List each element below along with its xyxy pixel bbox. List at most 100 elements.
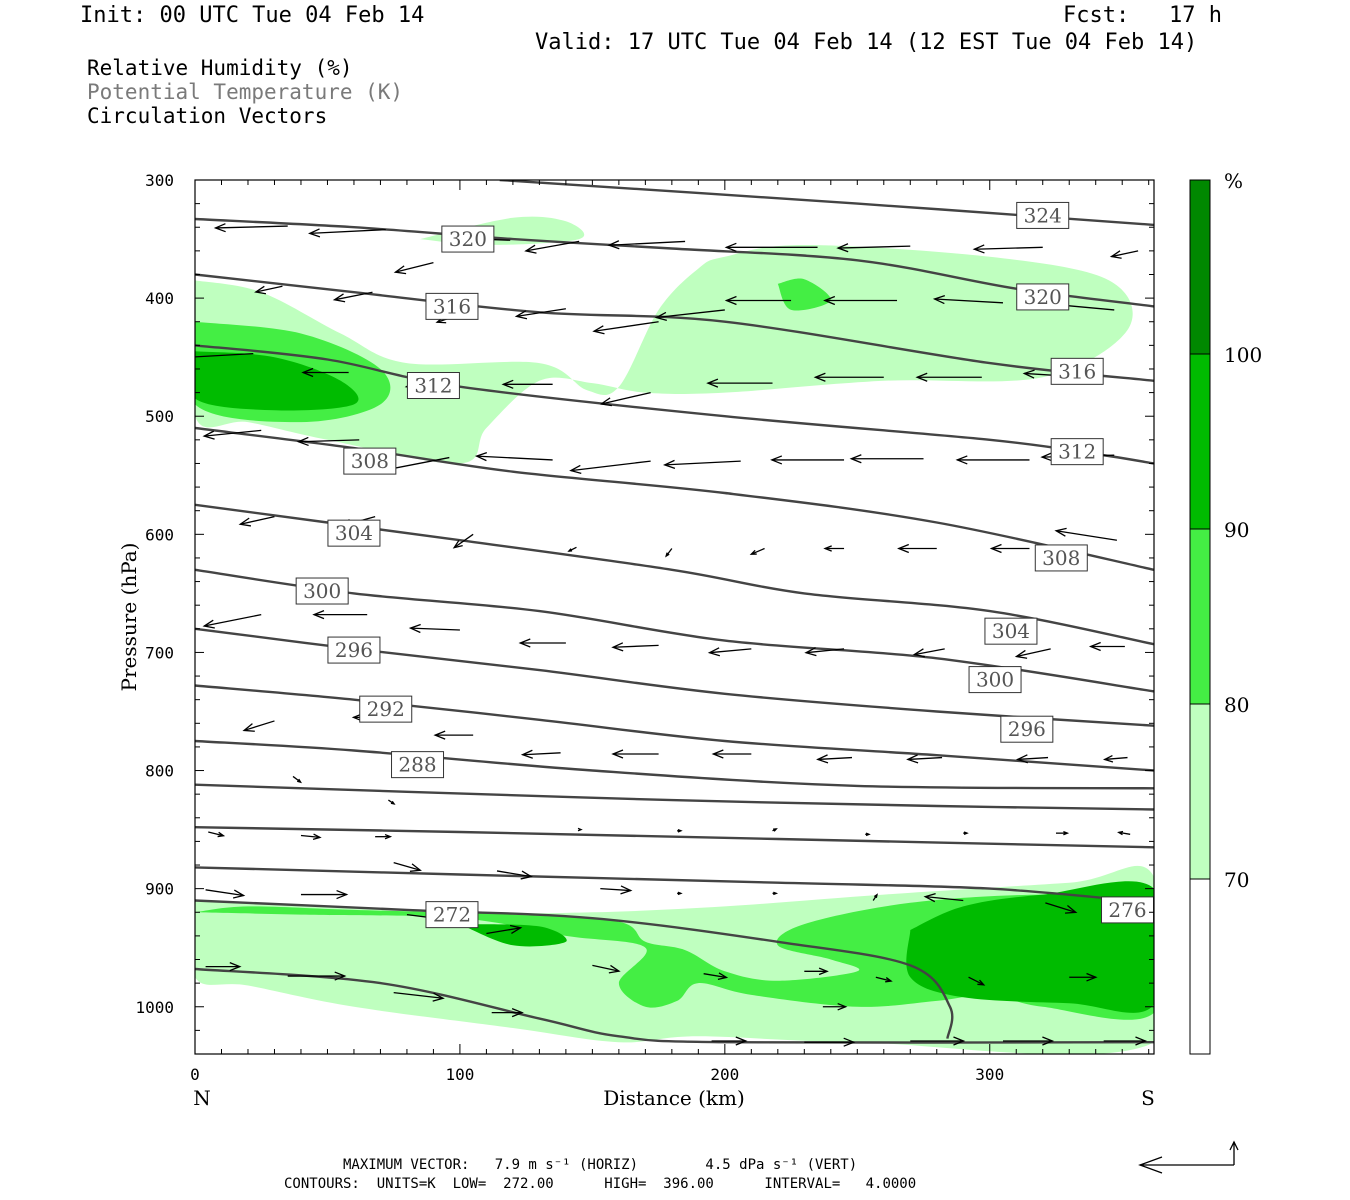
svg-text:304: 304: [992, 619, 1030, 643]
circulation-vector: [897, 543, 937, 554]
contour-labels: 324 320 320 316 316 312 312 308 308 304 304 300 300 2…: [295, 201, 1155, 929]
circulation-vector: [607, 240, 686, 250]
contour-label: 304: [984, 617, 1038, 645]
circulation-vector: [972, 244, 1043, 254]
svg-text:288: 288: [398, 753, 436, 777]
circulation-vector: [1069, 972, 1098, 982]
circulation-vector: [592, 321, 659, 335]
svg-text:312: 312: [1058, 440, 1096, 464]
circulation-vector: [301, 367, 349, 378]
contour-label: 308: [1034, 544, 1088, 572]
x-tick-label: 200: [710, 1065, 739, 1084]
circulation-vector: [202, 614, 262, 629]
contour-label: 276: [1101, 896, 1155, 924]
circulation-vector: [923, 893, 964, 903]
circulation-vector: [375, 833, 393, 840]
circulation-vector: [932, 294, 1004, 305]
x-end-label-south: S: [1141, 1086, 1155, 1110]
circulation-vector: [486, 924, 523, 935]
theta-contour-284: [195, 783, 1154, 811]
contour-label: 324: [1016, 201, 1070, 229]
circulation-vector: [238, 515, 275, 527]
circulation-vector: [772, 828, 778, 832]
svg-text:300: 300: [976, 668, 1014, 692]
y-tick-label: 700: [145, 643, 174, 662]
circulation-vector: [724, 242, 818, 252]
circulation-vector: [254, 285, 283, 295]
reference-vector-icon: [1138, 1140, 1239, 1174]
colorbar-level-label: 100: [1224, 343, 1262, 367]
init-time: Init: 00 UTC Tue 04 Feb 14: [80, 3, 425, 28]
y-tick-label: 900: [145, 880, 174, 899]
colorbar-level-label: 90: [1224, 518, 1249, 542]
contour-label: 288: [391, 751, 445, 779]
x-axis-title: Distance (km): [603, 1086, 745, 1110]
theta-contour-272: [195, 899, 954, 1039]
circulation-vector: [518, 638, 566, 648]
contour-label: 320: [441, 225, 495, 253]
circulation-vector: [724, 295, 792, 306]
rh-region-90-100: [195, 351, 359, 411]
x-tick-label: 300: [975, 1065, 1004, 1084]
contour-label: 292: [359, 695, 413, 723]
legend-potential-temperature: Potential Temperature (K): [87, 80, 404, 104]
contour-label: 272: [425, 901, 479, 929]
colorbar-unit: %: [1224, 169, 1243, 193]
potential-temperature-contours: [195, 180, 1154, 1044]
circulation-vector: [307, 228, 386, 238]
circulation-vector: [205, 961, 242, 972]
legend-circulation-vectors: Circulation Vectors: [87, 104, 328, 128]
circulation-vector: [654, 309, 725, 322]
contour-label: 316: [425, 292, 479, 320]
circulation-vector: [611, 749, 659, 759]
colorbar-segment: [1190, 704, 1210, 879]
circulation-vector: [703, 972, 729, 980]
circulation-vector: [296, 436, 360, 447]
y-tick-label: 600: [145, 525, 174, 544]
circulation-vector: [772, 891, 779, 896]
x-end-label-north: N: [193, 1086, 211, 1110]
valid-time: Valid: 17 UTC Tue 04 Feb 14 (12 EST Tue …: [535, 30, 1198, 55]
svg-text:320: 320: [1024, 285, 1062, 309]
circulation-vector: [300, 833, 322, 841]
circulation-vector: [865, 832, 871, 837]
circulation-vector: [711, 749, 752, 759]
circulation-vector: [599, 391, 651, 407]
rh-region-70-80: [195, 245, 1133, 464]
circulation-vector: [213, 223, 288, 233]
circulation-vector: [823, 545, 845, 552]
theta-contour-280: [195, 826, 1154, 849]
svg-text:300: 300: [303, 579, 341, 603]
circulation-vector: [910, 1036, 966, 1046]
legend-relative-humidity: Relative Humidity (%): [87, 56, 353, 80]
circulation-vector: [524, 240, 580, 254]
circulation-vector: [388, 799, 396, 805]
theta-contour-288: [195, 739, 1154, 790]
contour-label: 296: [327, 636, 381, 664]
rh-region-80-90: [777, 278, 831, 311]
svg-text:316: 316: [1058, 359, 1096, 383]
circulation-vector: [202, 429, 262, 440]
contour-label: 296: [1000, 715, 1054, 743]
circulation-vector: [611, 642, 659, 652]
circulation-vector: [408, 623, 460, 634]
circulation-vector: [393, 262, 434, 275]
circulation-vector: [822, 1002, 848, 1011]
circulation-vector: [707, 647, 752, 657]
circulation-vector: [823, 295, 898, 306]
colorbar-frame: [1189, 179, 1211, 1055]
circulation-vector: [1102, 755, 1128, 763]
circulation-vector: [393, 862, 422, 872]
rh-region-80-90: [195, 889, 1154, 1020]
circulation-vector: [195, 352, 254, 362]
circulation-vector: [1014, 648, 1051, 659]
svg-text:316: 316: [433, 294, 471, 318]
contour-label: 308: [343, 447, 397, 475]
rh-region-90-100: [906, 881, 1154, 1013]
circulation-vector: [567, 546, 577, 552]
circulation-vector: [665, 548, 673, 558]
plot-frame: [194, 179, 1155, 1055]
theta-contour-324: [499, 180, 1154, 227]
y-tick-label: 400: [145, 289, 174, 308]
